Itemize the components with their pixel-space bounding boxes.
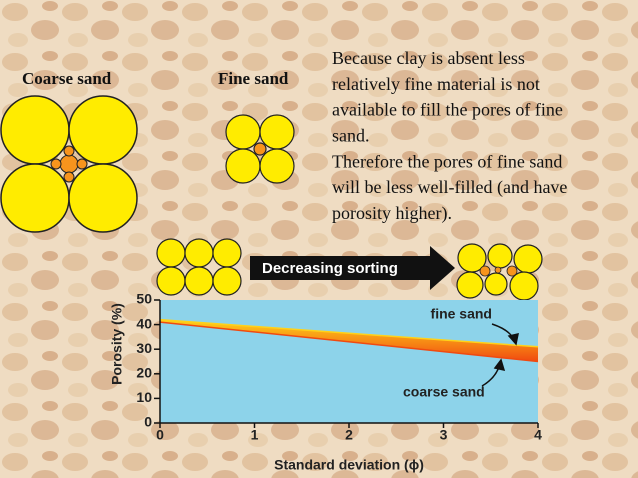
x-tick-label: 3 [440, 427, 448, 443]
y-tick-label: 30 [136, 340, 152, 356]
x-tick-label: 0 [156, 427, 164, 443]
x-tick-label: 1 [251, 427, 259, 443]
series-line [159, 318, 539, 348]
y-tick-label: 0 [144, 414, 152, 430]
arrow-label: Decreasing sorting [262, 260, 398, 277]
sorted-packing [156, 238, 242, 296]
body-text: available to fill the pores of fine [332, 100, 563, 120]
x-tick-label: 4 [534, 427, 542, 443]
body-text: porosity higher). [332, 203, 452, 224]
plot-area [160, 300, 538, 423]
body-text: Because clay is absent less [332, 48, 525, 68]
y-tick-label: 50 [136, 291, 152, 307]
coarse-label: Coarse sand [22, 69, 112, 88]
y-axis-label: Porosity (%) [109, 303, 125, 385]
coarse-packing [0, 95, 138, 233]
series-line [159, 321, 539, 363]
fine-label: Fine sand [218, 69, 289, 88]
legend-label: coarse sand [403, 384, 485, 400]
fine-packing [225, 114, 295, 184]
body-text: sand. [332, 126, 370, 146]
y-tick-label: 20 [136, 365, 152, 381]
body-text: will be less well-filled (and have [332, 177, 567, 198]
sorting-arrow [250, 246, 455, 290]
x-axis-label: Standard deviation (ϕ) [274, 457, 424, 473]
body-text: Therefore the pores of fine sand [332, 151, 562, 171]
x-tick-label: 2 [345, 427, 353, 443]
annotation-arrows [481, 323, 519, 387]
y-tick-label: 40 [136, 315, 152, 331]
y-tick-label: 10 [136, 389, 152, 405]
body-text: relatively fine material is not [332, 74, 540, 94]
legend-label: fine sand [431, 306, 492, 322]
poorly-sorted-packing [456, 243, 543, 301]
